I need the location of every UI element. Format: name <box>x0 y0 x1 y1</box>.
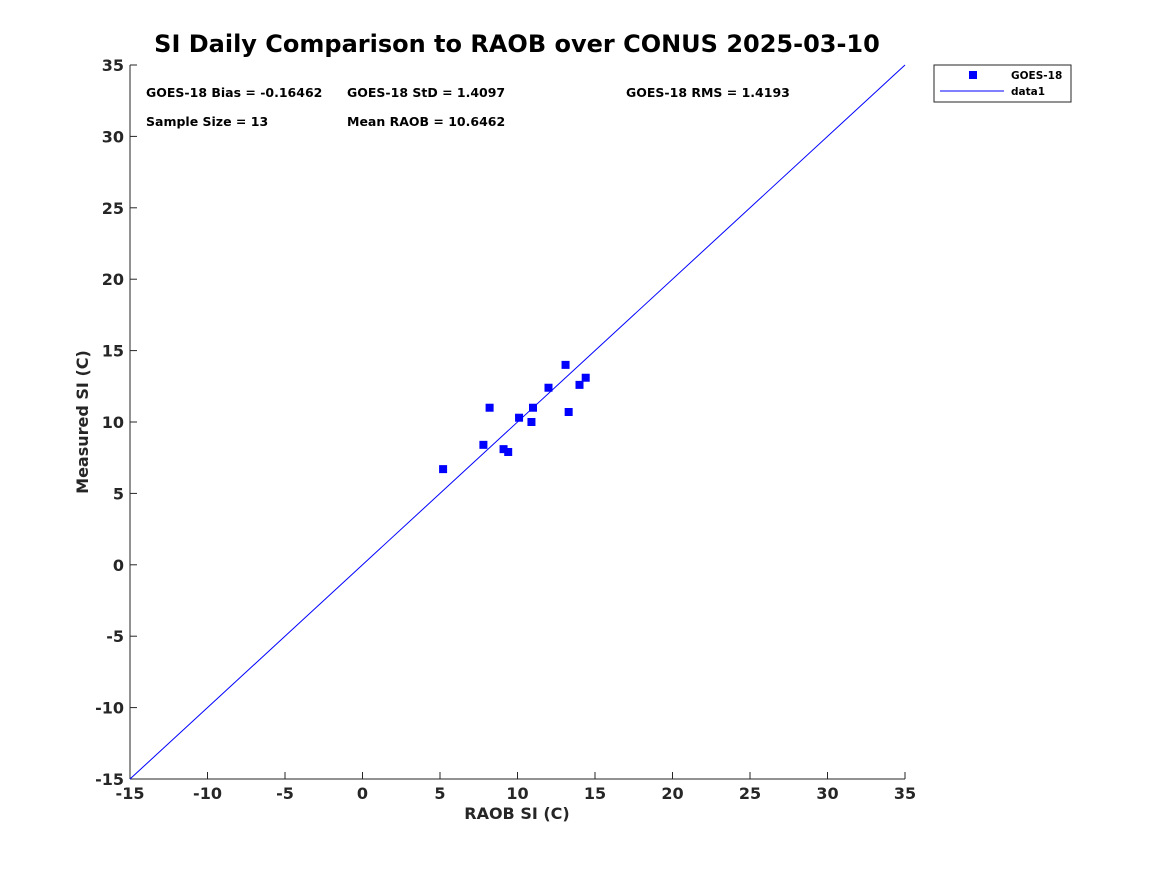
legend-box <box>933 64 1072 103</box>
x-tick-label: 20 <box>661 784 683 803</box>
goes18-point <box>485 403 494 412</box>
x-tick-label: 25 <box>739 784 761 803</box>
x-tick-label: -15 <box>116 784 145 803</box>
chart-title: SI Daily Comparison to RAOB over CONUS 2… <box>154 30 880 58</box>
goes18-point <box>564 408 573 417</box>
y-tick-label: 10 <box>102 413 124 432</box>
x-tick-label: 0 <box>357 784 368 803</box>
std-annotation: GOES-18 StD = 1.4097 <box>347 85 505 100</box>
goes18-point <box>499 445 508 454</box>
y-axis-label: Measured SI (C) <box>73 350 92 494</box>
goes18-point <box>529 403 537 412</box>
goes18-point <box>581 373 590 382</box>
goes18-point <box>575 380 584 389</box>
legend: GOES-18 data1 <box>933 64 1072 103</box>
x-tick-label: 10 <box>506 784 528 803</box>
x-tick-label: 15 <box>584 784 606 803</box>
legend-label-data1: data1 <box>1011 86 1045 98</box>
data1-line <box>129 64 906 780</box>
goes18-point <box>439 465 448 474</box>
mean-raob-annotation: Mean RAOB = 10.6462 <box>347 114 505 129</box>
goes18-point <box>479 440 488 449</box>
y-tick-label: 35 <box>102 56 124 75</box>
x-axis-label: RAOB SI (C) <box>464 804 569 823</box>
goes18-point <box>504 447 513 456</box>
stats-annotations: GOES-18 Bias = -0.16462 GOES-18 StD = 1.… <box>146 85 790 129</box>
plot-area: -15 -10 -5 0 5 10 15 20 25 30 35 -15 -10 -5 0 5 10 15 20 25… <box>95 56 916 803</box>
goes18-point <box>544 383 553 392</box>
goes18-point <box>527 418 536 426</box>
bias-annotation: GOES-18 Bias = -0.16462 <box>146 85 322 100</box>
x-tick-label: 35 <box>894 784 916 803</box>
y-tick-label: -10 <box>95 699 124 718</box>
rms-annotation: GOES-18 RMS = 1.4193 <box>626 85 790 100</box>
y-tick-label: 20 <box>102 270 124 289</box>
sample-size-annotation: Sample Size = 13 <box>146 114 268 129</box>
legend-label-goes18: GOES-18 <box>1011 70 1062 82</box>
y-tick-label: 5 <box>113 484 124 503</box>
x-tick-label: -10 <box>193 784 222 803</box>
y-tick-label: 30 <box>102 127 124 146</box>
y-tick-label: -5 <box>106 627 124 646</box>
x-tick-label: 30 <box>816 784 838 803</box>
legend-marker-goes18 <box>969 71 977 79</box>
y-tick-label: 25 <box>102 199 124 218</box>
goes18-point <box>561 360 570 369</box>
y-tick-label: 0 <box>113 556 124 575</box>
x-tick-label: 5 <box>434 784 445 803</box>
goes18-point <box>515 413 524 422</box>
x-tick-label: -5 <box>276 784 294 803</box>
y-tick-label: 15 <box>102 342 124 361</box>
y-tick-label: -15 <box>95 770 124 789</box>
